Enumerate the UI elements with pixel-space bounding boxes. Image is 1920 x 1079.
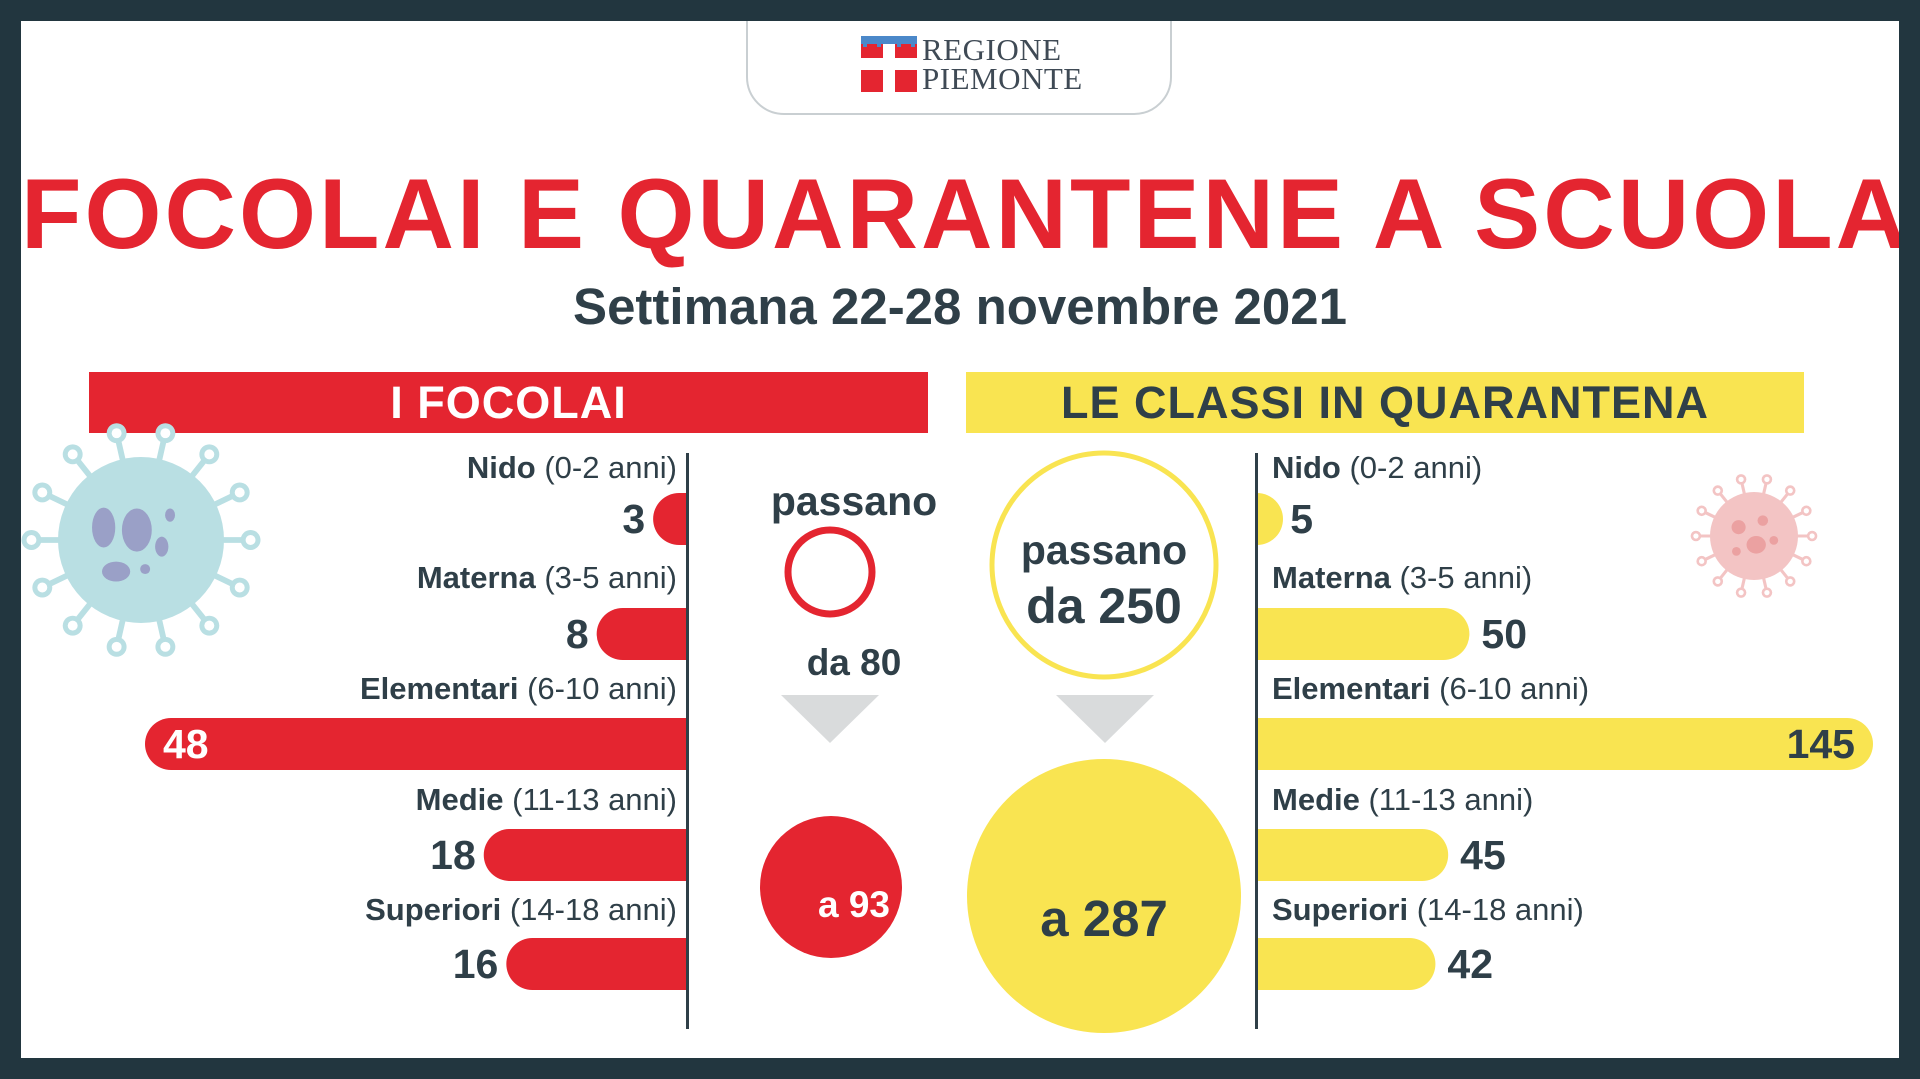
focolai-category-label-1-range: (3-5 anni) (535, 560, 677, 595)
focolai-bar-3 (483, 829, 687, 881)
classi-passano-label: passano (1020, 527, 1188, 573)
classi-from-label: da 250 (1026, 578, 1182, 634)
focolai-category-label-0-name: Nido (466, 450, 536, 485)
logo-line-1: REGIONE (922, 32, 1062, 67)
classi-category-label-2-range: (6-10 anni) (1430, 671, 1590, 706)
classi-category-label-3-range: (11-13 anni) (1359, 782, 1534, 817)
classi-from-ring (989, 450, 1219, 680)
regione-piemonte-flag-icon (861, 36, 917, 92)
focolai-category-label-4: Superiori (14-18 anni) (211, 891, 677, 929)
focolai-value-label-2: 48 (163, 721, 209, 767)
focolai-value-label-1: 8 (565, 611, 589, 657)
classi-category-label-0: Nido (0-2 anni) (1272, 449, 1482, 487)
focolai-category-label-3: Medie (11-13 anni) (211, 781, 677, 819)
focolai-bar-0 (653, 493, 687, 545)
classi-category-label-0-name: Nido (1272, 450, 1341, 485)
infographic: REGIONE PIEMONTE FOCOLAI E QUARANTENE A … (21, 21, 1899, 1058)
classi-value-label-4: 42 (1447, 941, 1494, 987)
focolai-from-label: da 80 (806, 642, 902, 683)
focolai-to-label: a 93 (817, 884, 890, 925)
focolai-to-circle (760, 816, 902, 958)
focolai-category-label-2-name: Elementari (359, 671, 519, 706)
focolai-arrow-icon (781, 695, 879, 743)
classi-category-label-4: Superiori (14-18 anni) (1272, 891, 1584, 929)
logo-line-2: PIEMONTE (922, 61, 1083, 96)
classi-axis-line (1255, 453, 1258, 1029)
focolai-category-label-3-range: (11-13 anni) (503, 782, 677, 817)
classi-value-label-2: 145 (1786, 721, 1855, 767)
classi-value-label-3: 45 (1460, 832, 1506, 878)
focolai-bar-2 (145, 718, 687, 770)
focolai-value-label-4: 16 (452, 941, 499, 987)
focolai-category-label-4-name: Superiori (365, 892, 502, 927)
focolai-header: I FOCOLAI (89, 372, 928, 433)
classi-bar-1 (1257, 608, 1470, 660)
classi-category-label-2-name: Elementari (1272, 671, 1431, 706)
focolai-category-label-4-range: (14-18 anni) (501, 892, 677, 927)
classi-category-label-4-name: Superiori (1272, 892, 1409, 927)
logo-tab (746, 21, 1172, 115)
focolai-category-label-0-range: (0-2 anni) (535, 450, 677, 485)
classi-category-label-3-name: Medie (1272, 782, 1360, 817)
classi-bar-4 (1257, 938, 1436, 990)
classi-category-label-1-range: (3-5 anni) (1390, 560, 1533, 595)
focolai-axis-line (686, 453, 689, 1029)
classi-category-label-1-name: Materna (1272, 560, 1391, 595)
classi-category-label-1: Materna (3-5 anni) (1272, 559, 1532, 597)
classi-bar-3 (1257, 829, 1449, 881)
focolai-bar-1 (596, 608, 687, 660)
focolai-passano-label: passano (770, 478, 938, 524)
focolai-from-ring (784, 526, 876, 618)
focolai-bar-4 (506, 938, 687, 990)
classi-to-circle (967, 759, 1241, 1033)
focolai-category-label-2-range: (6-10 anni) (518, 671, 677, 706)
focolai-value-label-0: 3 (622, 496, 646, 542)
focolai-category-label-1: Materna (3-5 anni) (211, 559, 677, 597)
classi-category-label-0-range: (0-2 anni) (1340, 450, 1483, 485)
virus-left-icon (21, 423, 261, 657)
classi-to-label: a 287 (1040, 890, 1168, 947)
classi-value-label-0: 5 (1290, 496, 1314, 542)
virus-right-icon (1690, 474, 1818, 598)
page-subtitle: Settimana 22-28 novembre 2021 (573, 278, 1347, 335)
classi-category-label-3: Medie (11-13 anni) (1272, 781, 1533, 819)
focolai-category-label-2: Elementari (6-10 anni) (211, 670, 677, 708)
classi-arrow-icon (1056, 695, 1154, 743)
focolai-value-label-3: 18 (430, 832, 476, 878)
focolai-category-label-0: Nido (0-2 anni) (211, 449, 677, 487)
logo-text: REGIONE PIEMONTE (922, 32, 1083, 96)
classi-bar-2 (1257, 718, 1873, 770)
page-title: FOCOLAI E QUARANTENE A SCUOLA (21, 158, 1899, 269)
chart-graphics (21, 423, 1873, 1033)
classi-value-label-1: 50 (1481, 611, 1528, 657)
focolai-category-label-1-name: Materna (416, 560, 536, 595)
focolai-category-label-3-name: Medie (415, 782, 504, 817)
classi-category-label-4-range: (14-18 anni) (1408, 892, 1584, 927)
classi-header: LE CLASSI IN QUARANTENA (966, 372, 1804, 433)
classi-category-label-2: Elementari (6-10 anni) (1272, 670, 1589, 708)
classi-bar-0 (1257, 493, 1283, 545)
